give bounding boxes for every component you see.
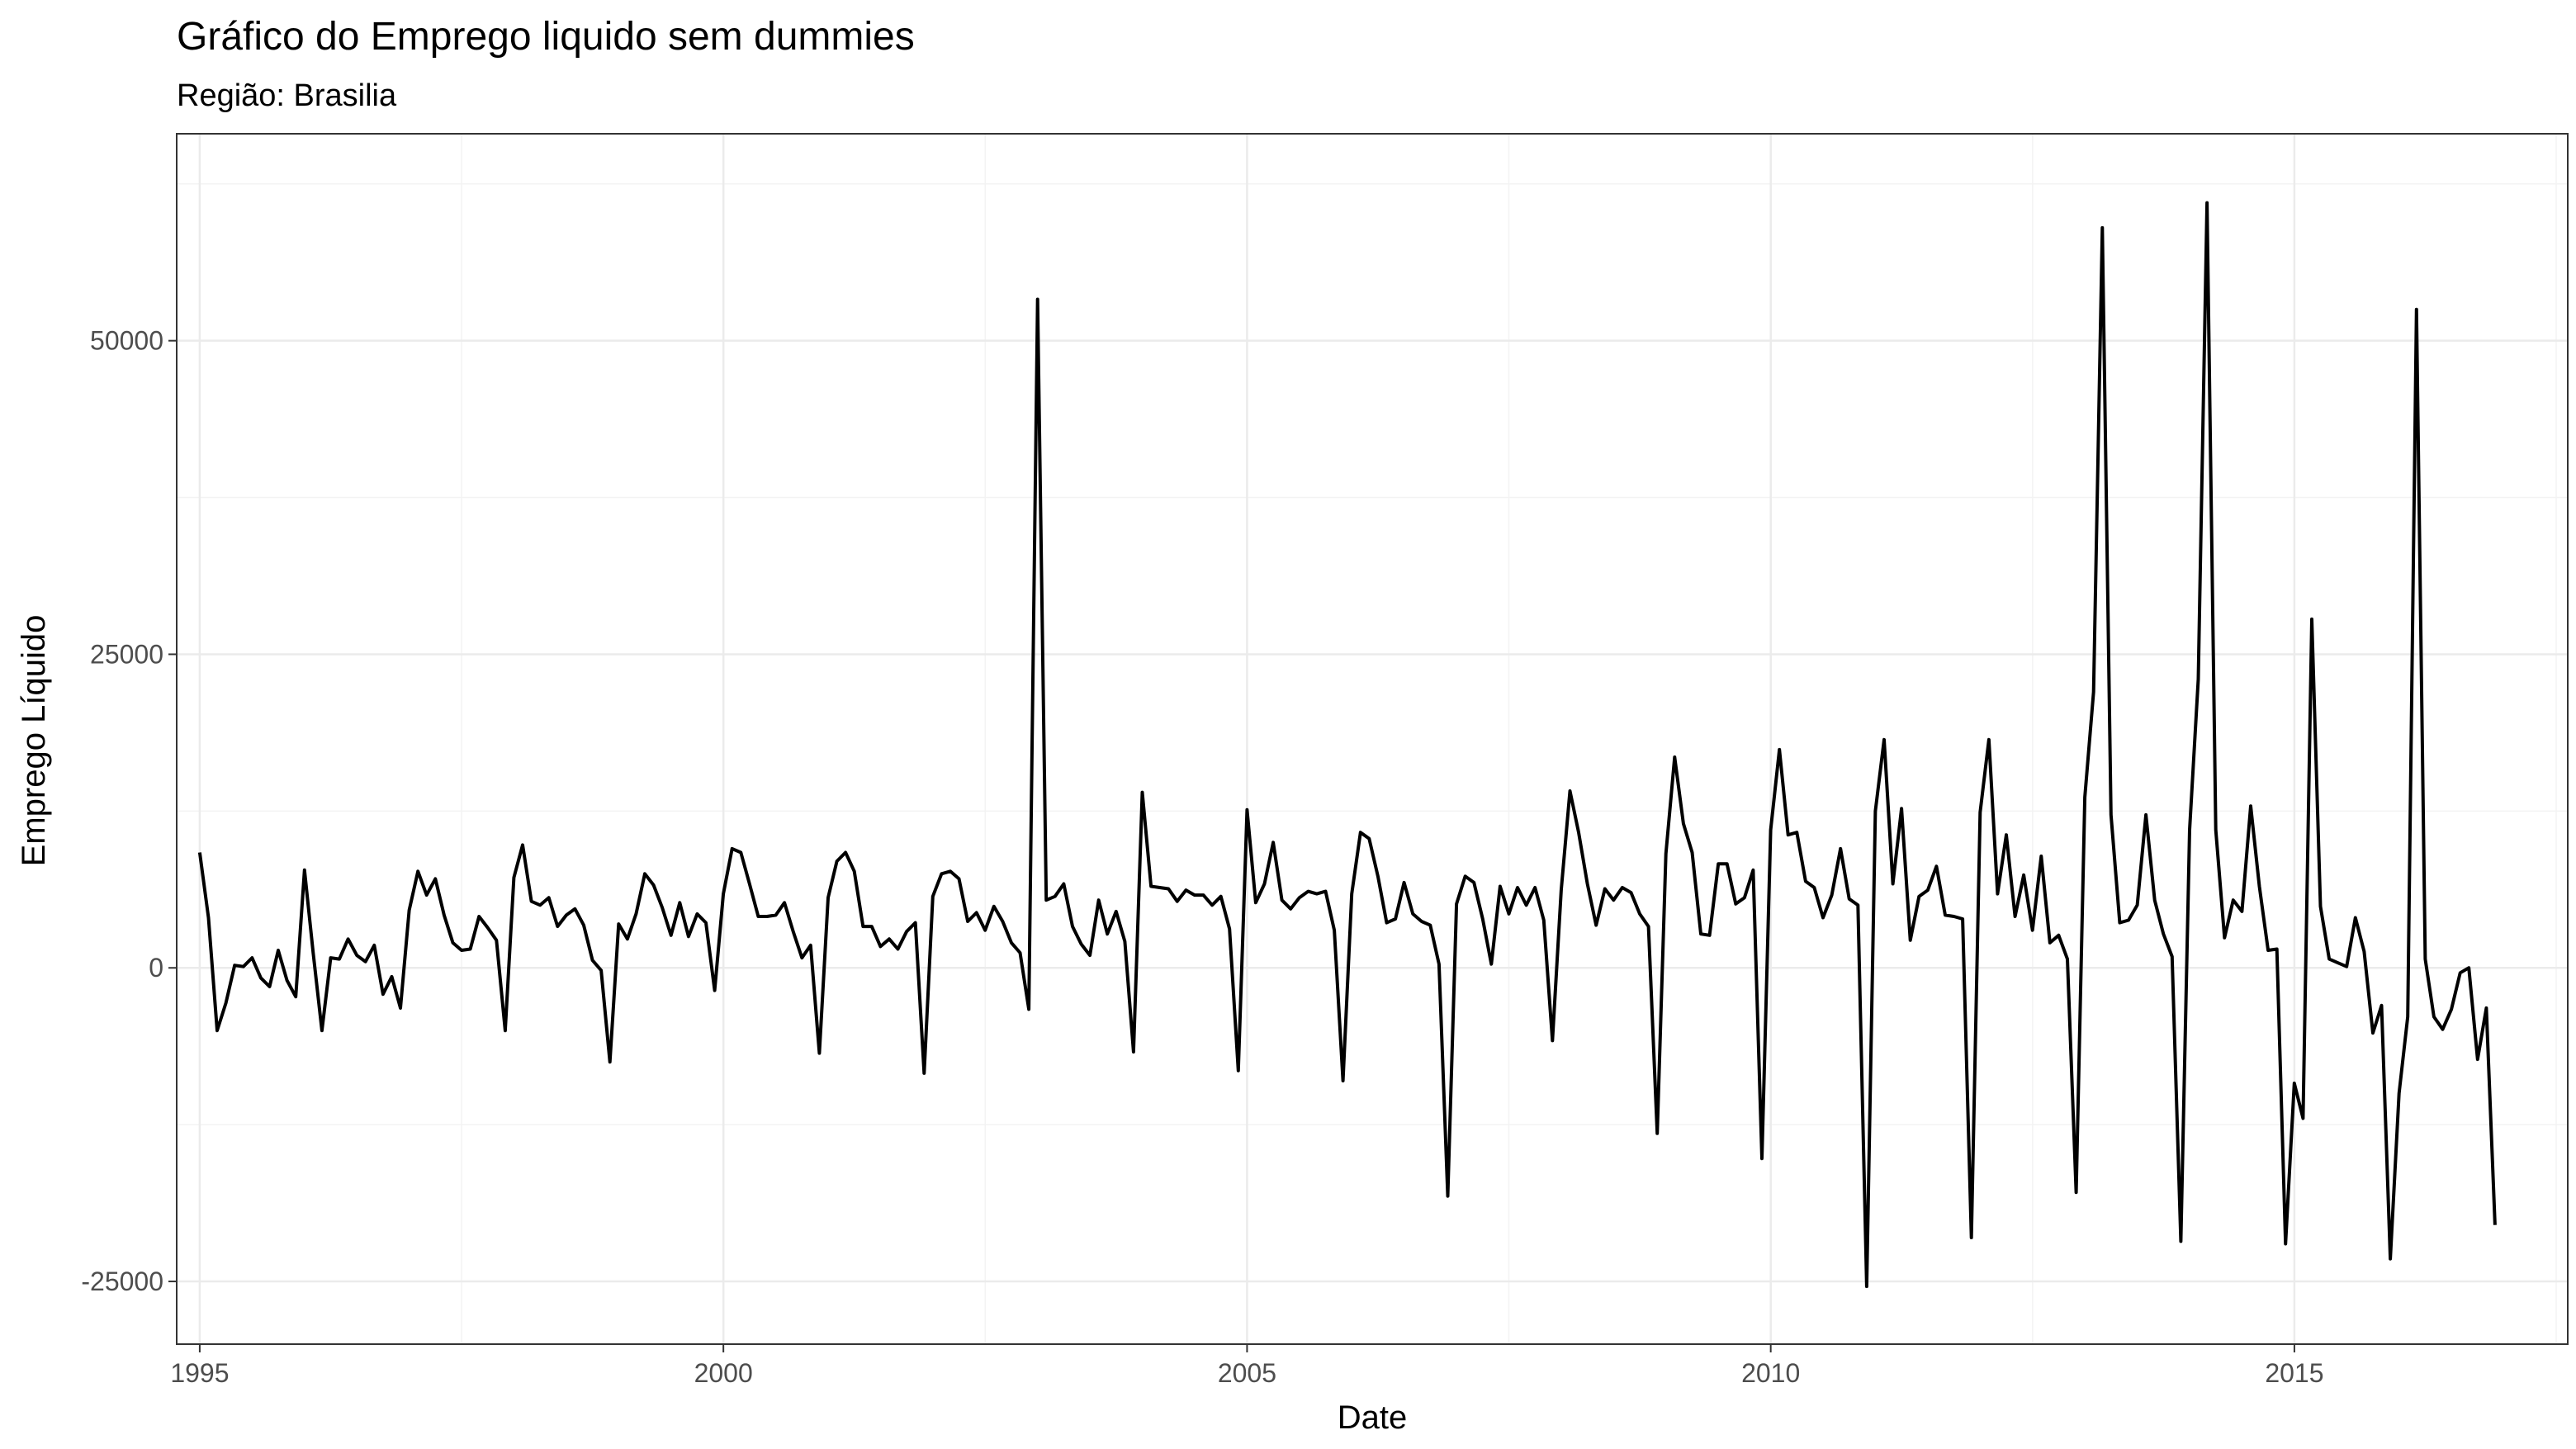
x-tick-label: 2015 — [2265, 1358, 2323, 1388]
x-axis-tick-labels: 1995 2000 2005 2010 2015 — [170, 1358, 2323, 1388]
axis-ticks — [168, 339, 2295, 1352]
x-tick-label: 2000 — [694, 1358, 753, 1388]
series-line — [197, 201, 2497, 1289]
y-tick-label: -25000 — [81, 1267, 163, 1296]
x-tick-label: 2010 — [1741, 1358, 1800, 1388]
y-tick-label: 25000 — [90, 639, 163, 669]
gridlines — [177, 134, 2568, 1344]
y-axis-title: Emprego Líquido — [16, 615, 52, 867]
panel-border — [176, 133, 2569, 1345]
series-layer — [197, 201, 2497, 1289]
x-tick-label: 2005 — [1218, 1358, 1276, 1388]
x-tick-label: 1995 — [170, 1358, 229, 1388]
chart-title: Gráfico do Emprego liquido sem dummies — [177, 15, 915, 59]
x-axis-title: Date — [1338, 1399, 1408, 1436]
y-axis-tick-labels: -25000 0 25000 50000 — [81, 326, 163, 1296]
y-tick-label: 50000 — [90, 326, 163, 356]
chart-subtitle: Região: Brasilia — [177, 78, 397, 113]
y-tick-label: 0 — [149, 953, 163, 983]
